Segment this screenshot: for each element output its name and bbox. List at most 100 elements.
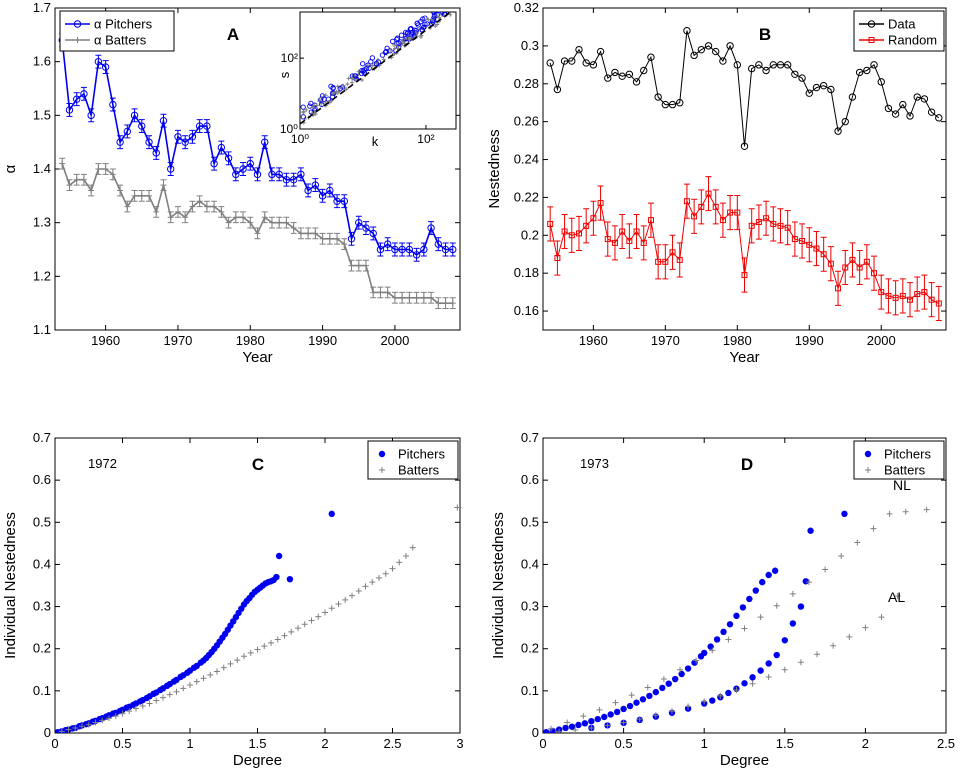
- point: [145, 138, 153, 146]
- panel-label: D: [741, 455, 753, 474]
- point: [553, 85, 562, 94]
- x-tick-label: 1980: [723, 333, 752, 348]
- point: [101, 63, 110, 71]
- point: [902, 508, 909, 515]
- error-bar: [370, 226, 377, 241]
- error-bar: [871, 255, 878, 291]
- point: [748, 222, 755, 229]
- inset-point: [419, 26, 425, 33]
- point: [406, 294, 413, 301]
- x-tick-label: 2000: [867, 333, 896, 348]
- point: [224, 154, 233, 162]
- inset-point: [437, 7, 441, 11]
- inset-point: [404, 35, 410, 41]
- point: [668, 100, 677, 109]
- point: [913, 93, 921, 101]
- y-axis-label: Individual Nestedness: [2, 512, 19, 659]
- error-bar: [319, 188, 326, 203]
- error-bar: [554, 240, 561, 276]
- point: [789, 620, 797, 627]
- point: [580, 713, 587, 720]
- error-bar: [355, 215, 362, 230]
- inset-point: [374, 61, 379, 66]
- point: [709, 697, 716, 704]
- inset-point: [392, 46, 397, 51]
- point: [783, 61, 792, 69]
- error-bar: [597, 185, 604, 221]
- point: [94, 57, 103, 66]
- series-batters: [548, 506, 930, 733]
- point: [441, 245, 450, 254]
- panel-D: 0 0.5 1 1.5 2 2.5 0 0.1 0.2 0.3 0.4 0.5 0.6 0.7 Degree…: [490, 430, 955, 769]
- error-bar: [755, 204, 762, 240]
- point: [628, 692, 635, 699]
- legend-label: Pitchers: [884, 447, 931, 462]
- point: [712, 47, 720, 56]
- point: [159, 117, 168, 125]
- point: [146, 192, 153, 199]
- error-bar: [384, 237, 391, 252]
- point: [583, 222, 590, 229]
- point: [633, 228, 640, 235]
- point: [726, 42, 734, 50]
- point: [342, 596, 349, 603]
- x-tick-label: 1960: [91, 333, 120, 348]
- error-bar: [341, 194, 348, 209]
- point: [225, 219, 232, 226]
- inset-point: [388, 47, 393, 52]
- inset-point: [384, 45, 390, 51]
- panel-B: 1960 1970 1980 1990 2000 0.16 0.18 0.2 0.22 0.24 0…: [486, 0, 947, 366]
- point: [752, 587, 759, 594]
- point: [362, 224, 370, 232]
- inset-point: [369, 55, 376, 61]
- point: [561, 228, 568, 235]
- point: [282, 176, 291, 184]
- error-bar: [362, 221, 369, 235]
- point: [211, 203, 218, 210]
- point: [362, 583, 369, 590]
- error-bar: [428, 221, 435, 235]
- x-axis-label: Degree: [233, 752, 282, 769]
- point: [870, 525, 877, 532]
- x-tick-label: 2: [862, 736, 869, 751]
- point: [777, 222, 784, 229]
- inset-point: [436, 6, 440, 10]
- point: [739, 604, 747, 611]
- point: [791, 70, 799, 78]
- point: [806, 241, 813, 248]
- point: [625, 70, 634, 78]
- inset-point: [431, 12, 438, 19]
- point: [220, 664, 227, 671]
- point: [92, 719, 99, 726]
- point: [709, 647, 716, 654]
- error-bar: [334, 194, 341, 209]
- error-bar: [189, 129, 196, 144]
- point: [747, 64, 756, 73]
- point: [611, 68, 619, 77]
- point: [560, 57, 569, 65]
- error-bar: [899, 278, 906, 314]
- error-bar: [863, 244, 870, 280]
- point: [835, 285, 842, 292]
- error-bar: [777, 208, 784, 244]
- point: [773, 651, 780, 659]
- point: [72, 724, 79, 731]
- point: [838, 553, 845, 559]
- inset-point: [431, 12, 437, 15]
- point: [797, 659, 804, 666]
- point: [389, 565, 396, 572]
- point: [827, 260, 834, 267]
- x-tick-label: 2.5: [937, 736, 955, 751]
- point: [935, 114, 943, 122]
- point: [655, 258, 662, 265]
- error-bar: [820, 236, 827, 272]
- legend-label: α Pitchers: [94, 17, 153, 32]
- inset: 10⁰ 10² 10⁰ 10² k s: [277, 6, 457, 149]
- inset-point: [345, 82, 350, 87]
- inset-point: [307, 103, 313, 109]
- point: [741, 680, 748, 687]
- legend-label: Random: [888, 33, 937, 48]
- point: [781, 666, 788, 673]
- x-tick-label: 0.5: [113, 736, 131, 751]
- point: [691, 213, 698, 220]
